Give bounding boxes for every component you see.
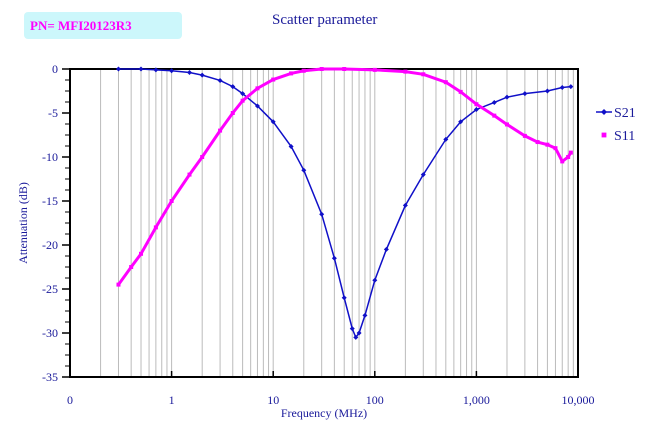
data-point-S21 [115, 66, 121, 72]
data-point-S11 [255, 86, 260, 91]
data-point-S21 [301, 167, 307, 173]
data-point-S21 [356, 330, 362, 336]
data-point-S11 [403, 69, 408, 74]
data-point-S21 [420, 172, 426, 178]
data-point-S21 [372, 277, 378, 283]
y-tick-label: -15 [42, 194, 58, 208]
data-point-S21 [199, 72, 205, 78]
x-tick-label: 10,000 [562, 393, 595, 407]
data-point-S21 [169, 68, 175, 74]
data-point-S21 [331, 255, 337, 261]
x-tick-label: 1,000 [463, 393, 490, 407]
data-point-S11 [443, 80, 448, 85]
data-point-S21 [362, 312, 368, 318]
legend-label-S11: S11 [614, 129, 635, 144]
data-point-S11 [153, 225, 158, 230]
data-point-S11 [342, 67, 347, 71]
data-point-S21 [458, 119, 464, 125]
data-point-S11 [240, 98, 245, 103]
data-point-S21 [544, 88, 550, 94]
data-point-S11 [566, 155, 571, 159]
data-point-S21 [217, 77, 223, 83]
x-tick-label: 0 [67, 393, 73, 407]
data-point-S11 [187, 172, 192, 177]
data-point-S11 [319, 67, 324, 71]
data-point-S11 [218, 128, 223, 133]
data-point-S21 [383, 246, 389, 252]
data-point-S21 [349, 326, 355, 332]
data-point-S11 [230, 111, 235, 115]
y-tick-label: -30 [42, 326, 58, 340]
data-point-S21 [138, 66, 144, 72]
data-point-S21 [270, 119, 276, 125]
data-point-S11 [535, 140, 540, 145]
data-point-S11 [474, 102, 479, 107]
data-point-S11 [200, 155, 205, 159]
data-point-S21 [443, 136, 449, 142]
data-point-S21 [473, 106, 479, 112]
data-point-S21 [153, 67, 159, 73]
x-tick-label: 1 [169, 393, 175, 407]
y-tick-label: -10 [42, 150, 58, 164]
data-point-S21 [240, 91, 246, 97]
data-point-S21 [288, 143, 294, 149]
data-point-S21 [230, 84, 236, 90]
data-point-S11 [289, 71, 294, 76]
data-point-S11 [504, 122, 509, 127]
data-point-S11 [301, 68, 306, 73]
legend-marker-S11 [601, 132, 607, 138]
data-point-S21 [254, 103, 260, 109]
data-point-S21 [568, 84, 574, 90]
data-point-S11 [139, 251, 144, 256]
y-axis-label: Attenuation (dB) [16, 182, 30, 264]
data-point-S21 [341, 295, 347, 301]
y-tick-label: 0 [52, 62, 58, 76]
part-number-label: PN= MFI20123R3 [24, 12, 182, 39]
y-tick-label: -25 [42, 282, 58, 296]
data-point-S21 [522, 91, 528, 97]
y-tick-label: -20 [42, 238, 58, 252]
data-point-S21 [402, 202, 408, 208]
x-tick-label: 100 [366, 393, 384, 407]
x-tick-label: 10 [267, 393, 279, 407]
data-point-S11 [271, 77, 276, 82]
data-point-S11 [421, 72, 426, 77]
data-point-S11 [492, 113, 497, 118]
legend-marker-S21 [601, 109, 607, 115]
data-point-S11 [169, 199, 174, 203]
data-point-S21 [319, 211, 325, 217]
data-point-S21 [186, 70, 192, 76]
y-tick-label: -35 [42, 370, 58, 384]
data-point-S11 [545, 142, 550, 147]
y-tick-label: -5 [48, 106, 58, 120]
data-point-S11 [568, 150, 573, 155]
data-point-S21 [559, 84, 565, 90]
chart-title: Scatter parameter [272, 12, 378, 28]
data-point-S11 [372, 67, 377, 72]
x-axis-label: Frequency (MHz) [281, 406, 367, 420]
data-point-S21 [504, 94, 510, 100]
data-point-S11 [129, 265, 134, 269]
data-point-S11 [522, 133, 527, 138]
data-point-S11 [458, 89, 463, 94]
legend-label-S21: S21 [614, 106, 636, 121]
data-point-S11 [116, 282, 121, 287]
data-point-S21 [353, 334, 359, 340]
data-point-S11 [553, 146, 558, 151]
data-point-S11 [560, 159, 565, 164]
data-point-S21 [491, 99, 497, 105]
